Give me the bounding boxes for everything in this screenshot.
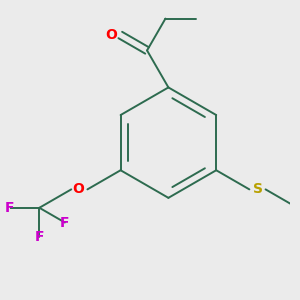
Text: F: F xyxy=(5,201,15,215)
Text: F: F xyxy=(60,215,70,230)
Text: O: O xyxy=(105,28,117,42)
Text: O: O xyxy=(73,182,85,197)
Text: F: F xyxy=(34,230,44,244)
Text: S: S xyxy=(253,182,263,197)
